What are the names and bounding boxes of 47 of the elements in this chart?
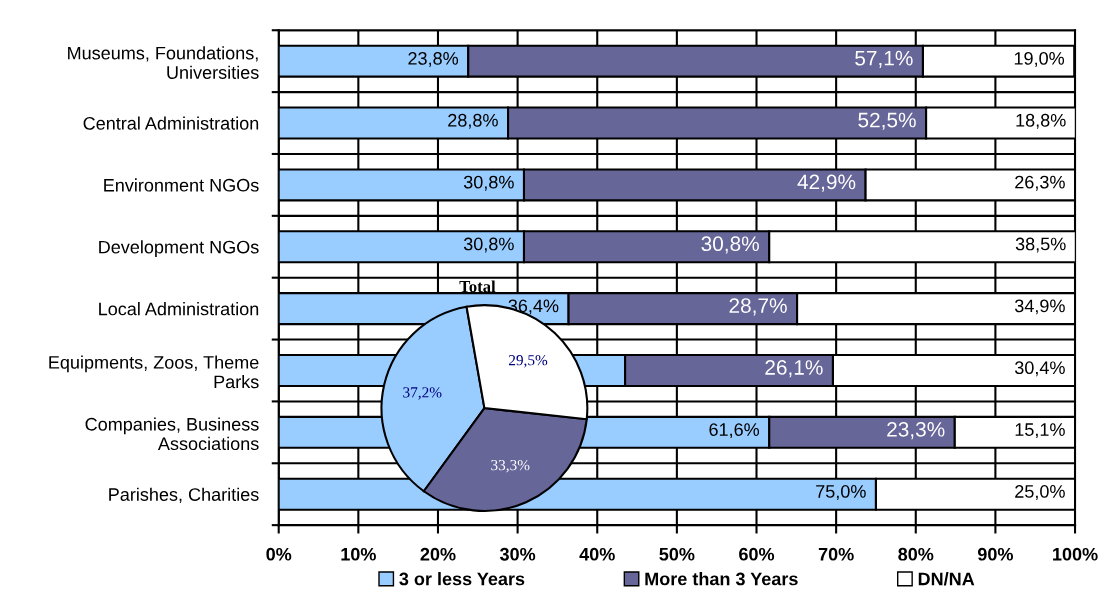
data-label: 57,1%: [855, 50, 913, 68]
data-label: 19,0%: [1014, 52, 1065, 67]
data-label: 23,3%: [887, 421, 945, 440]
x-tick-label: 90%: [977, 547, 1013, 561]
legend-label: DN/NA: [918, 572, 975, 586]
data-label: 34,9%: [1014, 299, 1065, 315]
data-label: 30,8%: [463, 175, 514, 191]
x-tick-label: 40%: [579, 547, 615, 561]
x-tick-label: 100%: [1053, 547, 1098, 561]
data-label: 23,8%: [408, 52, 459, 67]
y-tick-label: Parishes, Charities: [109, 487, 259, 504]
x-tick-label: 70%: [818, 547, 854, 561]
y-tick-label: Local Administration: [99, 302, 259, 316]
data-label: 29,5%: [508, 355, 548, 368]
data-label: 52,5%: [858, 112, 916, 130]
x-tick-label: 50%: [659, 547, 695, 561]
y-tick-label: Museums, Foundations, Universities: [68, 46, 259, 79]
data-label: 30,4%: [1014, 361, 1065, 377]
y-tick-label: Central Administration: [83, 116, 259, 130]
data-label: 15,1%: [1015, 423, 1065, 439]
x-tick-label: 60%: [739, 547, 775, 561]
legend-label: 3 or less Years: [399, 572, 525, 586]
y-tick-label: Companies, Business Associations: [85, 417, 259, 451]
x-tick-label: 20%: [420, 547, 456, 561]
data-label: 28,8%: [448, 113, 498, 129]
x-tick-label: 80%: [898, 547, 934, 561]
data-label: 25,0%: [1015, 485, 1065, 500]
chart-title: Total: [459, 280, 496, 293]
data-label: 42,9%: [797, 174, 856, 192]
data-label: 75,0%: [816, 485, 866, 500]
data-label: 30,8%: [701, 236, 759, 254]
data-label: 28,7%: [729, 298, 787, 316]
y-tick-label: Equipments, Zoos, Theme Parks: [49, 355, 259, 389]
data-label: 30,8%: [463, 237, 514, 253]
x-tick-label: 0%: [266, 547, 292, 561]
y-tick-label: Development NGOs: [99, 240, 259, 258]
y-tick-label: Environment NGOs: [104, 178, 259, 192]
data-label: 26,3%: [1015, 175, 1065, 191]
x-tick-label: 30%: [499, 547, 536, 561]
data-label: 33,3%: [491, 459, 530, 473]
data-label: 18,8%: [1016, 113, 1066, 129]
data-label: 26,1%: [765, 360, 823, 378]
data-label: 61,6%: [709, 423, 760, 439]
data-label: 37,2%: [403, 387, 442, 400]
x-tick-label: 10%: [341, 547, 376, 561]
data-label: 38,5%: [1015, 237, 1066, 253]
legend-label: More than 3 Years: [645, 572, 798, 586]
